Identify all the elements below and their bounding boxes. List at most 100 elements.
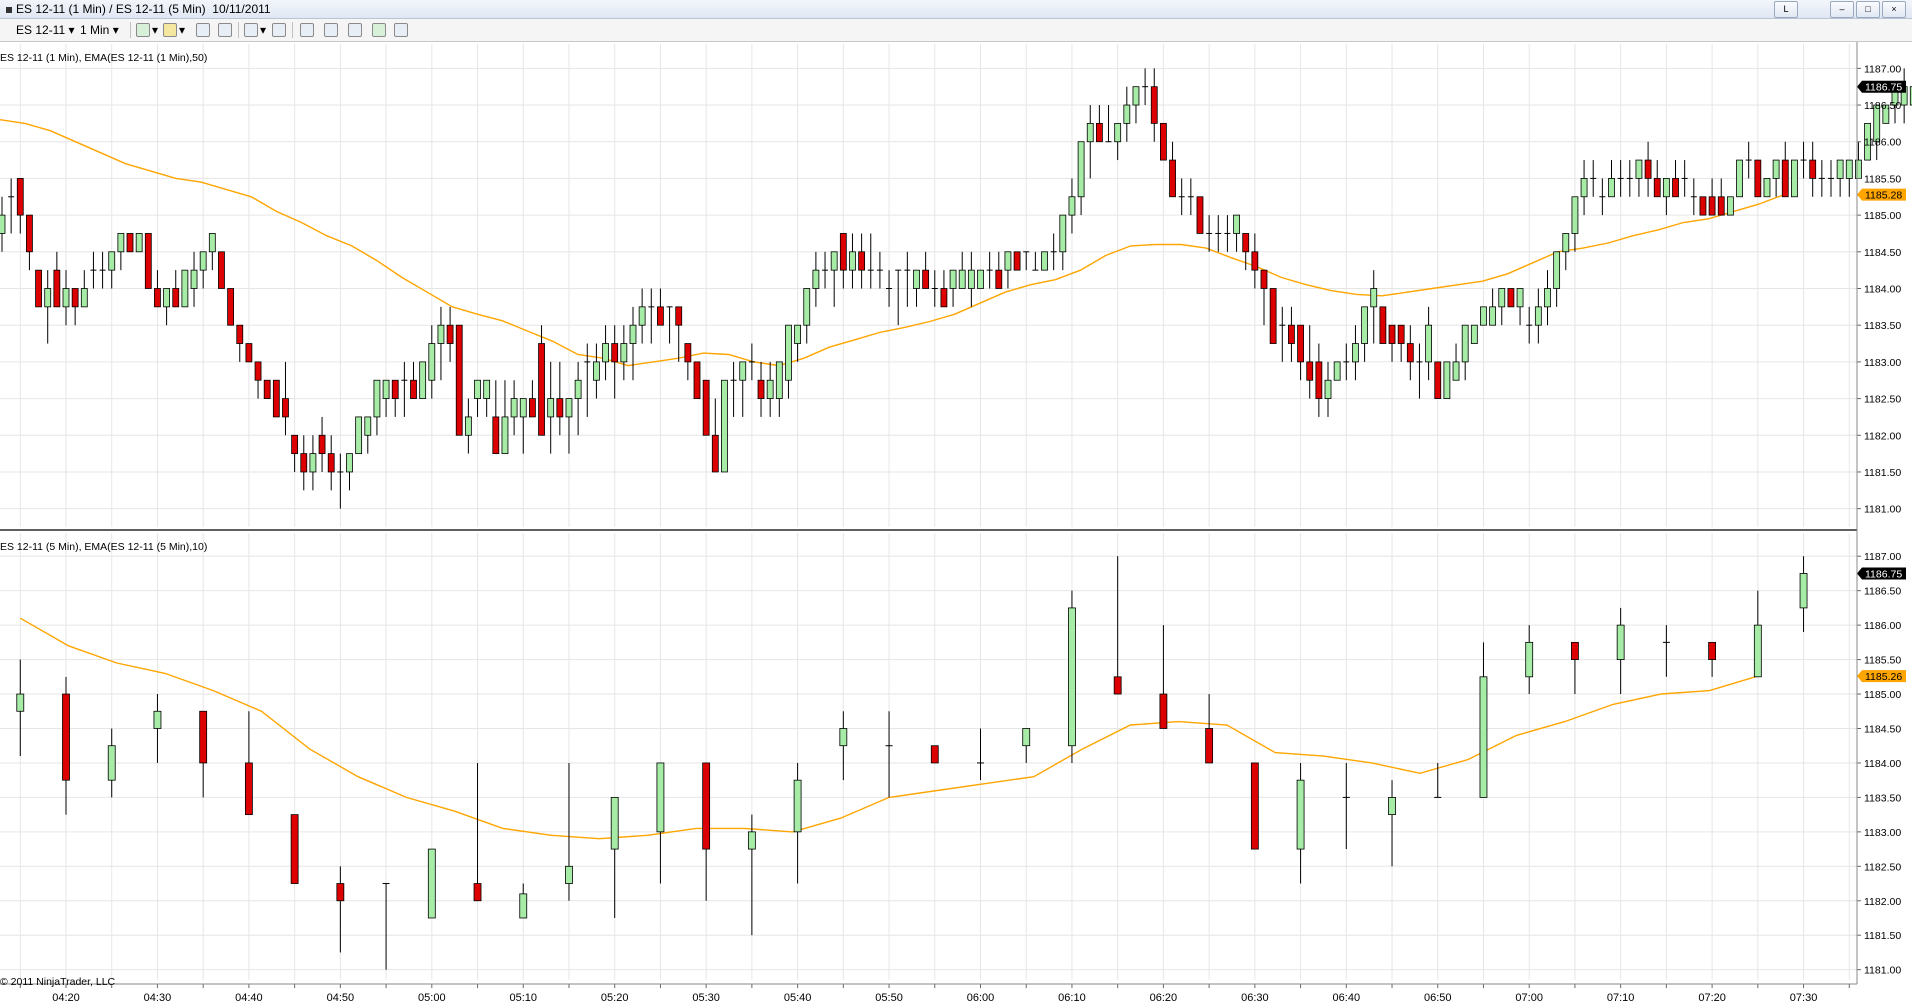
candle-up xyxy=(1059,214,1067,253)
instrument-selector[interactable]: ES 12-11 ▾ xyxy=(16,22,75,38)
candle-down xyxy=(1196,196,1204,234)
candle-up xyxy=(593,361,600,381)
cursor-icon[interactable] xyxy=(244,23,258,37)
candle-down xyxy=(611,343,619,363)
candle-up xyxy=(739,361,747,381)
price-tick-label: 1186.00 xyxy=(1864,137,1901,149)
time-tick-label: 07:00 xyxy=(1515,992,1543,1004)
candle-up xyxy=(1004,251,1012,271)
candle-up xyxy=(16,693,25,712)
candle-up xyxy=(1361,306,1368,344)
interval-selector[interactable]: 1 Min ▾ xyxy=(80,22,119,38)
candle-down xyxy=(1406,343,1414,363)
price-tick-label: 1182.50 xyxy=(1864,394,1901,406)
candle-down xyxy=(16,178,24,216)
candle-up xyxy=(373,379,381,418)
candle-up xyxy=(1480,306,1487,326)
interval-label: 1 Min xyxy=(80,23,110,37)
maximize-button[interactable]: □ xyxy=(1856,1,1880,18)
chevron-down-icon[interactable]: ▾ xyxy=(179,23,186,37)
candle-down xyxy=(1205,728,1214,764)
data-box-icon[interactable] xyxy=(394,23,408,37)
indicators-icon[interactable] xyxy=(300,23,314,37)
candle-up xyxy=(1068,196,1076,216)
instrument-label: ES 12-11 xyxy=(16,23,66,37)
candle-up xyxy=(1425,324,1433,363)
candle-up xyxy=(656,762,665,833)
candle-down xyxy=(1160,122,1167,161)
candle-up xyxy=(1233,214,1240,234)
candle-up xyxy=(1086,122,1094,143)
chevron-down-icon[interactable]: ▾ xyxy=(152,23,159,37)
candle-down xyxy=(282,398,289,418)
candle-down xyxy=(336,883,345,902)
candle-down xyxy=(1260,269,1268,289)
candle-down xyxy=(1809,159,1817,179)
candle-down xyxy=(126,233,134,253)
candle-down xyxy=(26,214,33,253)
candle-down xyxy=(199,710,208,764)
candle-down xyxy=(1708,641,1716,660)
close-button[interactable]: × xyxy=(1882,1,1906,18)
dollar-icon[interactable] xyxy=(372,23,386,37)
candle-down xyxy=(693,361,701,399)
candle-down xyxy=(657,306,664,326)
price-tick-label: 1184.00 xyxy=(1864,758,1901,770)
candle-down xyxy=(1781,159,1789,198)
candle-down xyxy=(922,269,930,289)
candle-down xyxy=(858,251,866,271)
candle-up xyxy=(1333,361,1341,381)
candle-up xyxy=(1077,141,1085,198)
price-tick-label: 1187.00 xyxy=(1864,63,1901,75)
candle-up xyxy=(153,710,162,729)
candle-down xyxy=(1507,288,1515,308)
candle-down xyxy=(1388,324,1396,344)
candle-up xyxy=(117,233,125,253)
chart-style-icon[interactable] xyxy=(136,23,150,37)
price-tick-label: 1181.00 xyxy=(1864,965,1901,977)
candle-up xyxy=(1132,86,1140,106)
time-tick-label: 06:00 xyxy=(967,992,995,1004)
strategies-icon[interactable] xyxy=(324,23,338,37)
candle-up xyxy=(565,398,573,418)
candle-up xyxy=(501,416,509,455)
candle-up xyxy=(574,379,582,399)
candle-up xyxy=(1882,104,1890,124)
ema-price-marker xyxy=(1857,188,1906,201)
price-tick-label: 1184.00 xyxy=(1864,284,1901,296)
time-tick-label: 05:40 xyxy=(784,992,812,1004)
price-tick-label: 1184.50 xyxy=(1864,723,1901,735)
candle-down xyxy=(455,324,463,436)
candle-up xyxy=(1873,104,1881,143)
candle-up xyxy=(208,233,216,253)
candle-up xyxy=(464,416,472,436)
candle-down xyxy=(1113,676,1122,695)
ema-line xyxy=(19,617,1759,840)
chevron-down-icon[interactable]: ▾ xyxy=(260,23,267,37)
properties-icon[interactable] xyxy=(348,23,362,37)
candle-down xyxy=(1717,196,1725,216)
link-button[interactable]: L xyxy=(1774,1,1798,18)
panel1-label: ES 12-11 (1 Min), EMA(ES 12-11 (1 Min),5… xyxy=(0,52,208,64)
candle-down xyxy=(1315,361,1323,399)
candle-down xyxy=(930,745,939,764)
time-tick-label: 04:40 xyxy=(235,992,263,1004)
panel2-label: ES 12-11 (5 Min), EMA(ES 12-11 (5 Min),1… xyxy=(0,541,208,553)
pencil-icon[interactable] xyxy=(163,23,177,37)
price-tick-label: 1183.50 xyxy=(1864,792,1901,804)
candle-up xyxy=(1845,159,1853,179)
candle-down xyxy=(1251,251,1259,271)
price-tick-label: 1182.50 xyxy=(1864,861,1901,873)
candle-up xyxy=(519,893,528,919)
zoom-icon[interactable] xyxy=(272,23,286,37)
candle-up xyxy=(437,324,445,344)
candle-up xyxy=(62,288,70,308)
minimize-button[interactable]: – xyxy=(1830,1,1854,18)
pin-icon[interactable] xyxy=(196,23,210,37)
candle-up xyxy=(958,269,966,289)
window-title: ES 12-11 (1 Min) / ES 12-11 (5 Min) 10/1… xyxy=(6,2,271,16)
candle-down xyxy=(53,269,61,308)
candle-up xyxy=(766,379,774,399)
candle-up xyxy=(967,269,975,289)
brush-icon[interactable] xyxy=(218,23,232,37)
